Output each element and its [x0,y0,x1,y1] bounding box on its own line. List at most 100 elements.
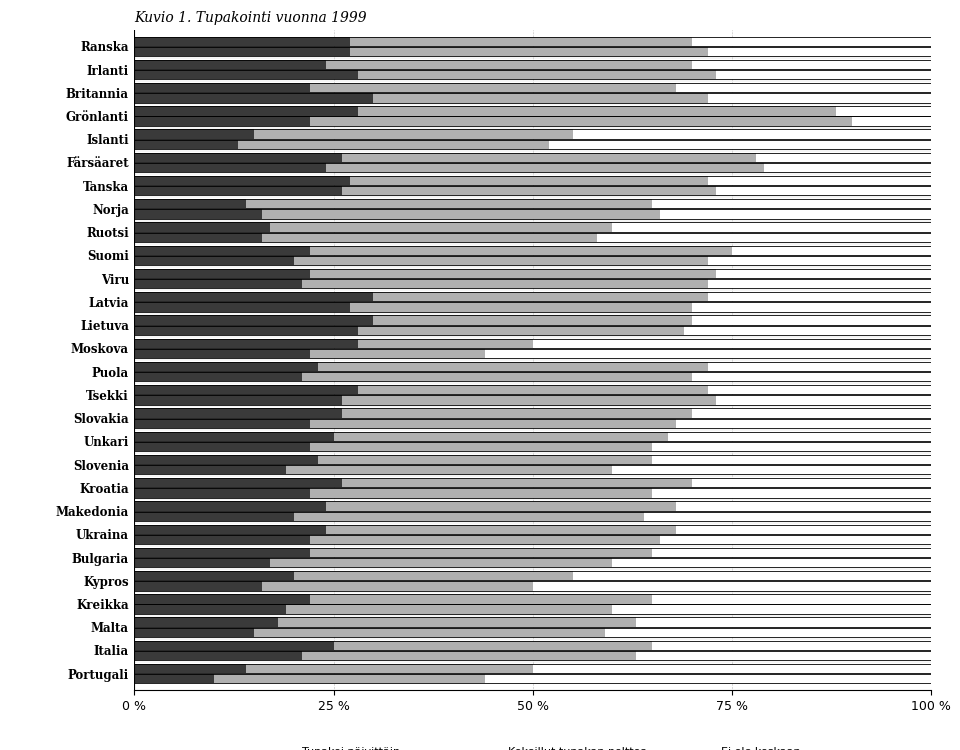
Bar [325,524,676,534]
Bar [349,176,708,185]
Bar [134,246,931,255]
Bar [708,176,931,185]
Bar [342,395,716,404]
Bar [676,419,931,428]
Bar [134,163,931,172]
Bar [134,558,931,567]
Bar [835,106,931,116]
Bar [134,269,310,278]
Bar [310,269,716,278]
Bar [134,232,262,242]
Bar [342,186,716,196]
Bar [134,465,286,474]
Bar [605,628,931,637]
Bar [676,83,931,92]
Bar [134,176,349,185]
Bar [325,60,692,69]
Bar [134,488,310,497]
Bar [349,37,692,46]
Bar [134,200,246,208]
Bar [310,419,676,428]
Bar [485,674,931,683]
Bar [134,581,262,590]
Bar [342,408,692,418]
Bar [134,640,931,650]
Bar [286,465,612,474]
Bar [310,349,485,358]
Bar [652,594,931,604]
Bar [294,512,644,520]
Bar [636,617,931,627]
Bar [134,372,931,382]
Bar [134,232,931,242]
Bar [134,130,253,139]
Bar [134,37,931,46]
Bar [612,223,931,232]
Bar [708,385,931,394]
Bar [246,664,533,674]
Bar [310,442,653,451]
Bar [134,395,931,404]
Bar [134,664,931,674]
Bar [708,292,931,302]
Bar [134,223,931,232]
Bar [134,442,931,451]
Bar [134,442,310,451]
Bar [676,501,931,511]
Bar [134,385,931,394]
Bar [134,326,931,335]
Bar [134,292,373,302]
Bar [134,674,214,683]
Bar [310,594,653,604]
Bar [134,269,931,278]
Bar [134,279,301,289]
Bar [310,548,653,557]
Bar [716,186,931,196]
Bar [572,130,931,139]
Bar [134,83,931,92]
Bar [134,209,931,219]
Bar [612,558,931,567]
Bar [301,372,692,382]
Bar [134,535,310,544]
Bar [134,186,931,196]
Bar [692,372,931,382]
Bar [652,200,931,208]
Bar [357,106,835,116]
Bar [373,316,692,325]
Bar [652,548,931,557]
Bar [310,535,660,544]
Bar [134,524,325,534]
Bar [612,465,931,474]
Bar [134,37,349,46]
Bar [134,302,349,312]
Bar [134,535,931,544]
Bar [134,302,931,312]
Bar [134,524,931,534]
Bar [310,83,676,92]
Bar [134,454,931,464]
Bar [692,37,931,46]
Bar [134,640,334,650]
Text: Kuvio 1. Tupakointi vuonna 1999: Kuvio 1. Tupakointi vuonna 1999 [134,10,367,25]
Bar [134,628,931,637]
Bar [310,246,732,255]
Bar [134,488,931,497]
Bar [253,628,605,637]
Bar [134,651,931,660]
Bar [134,209,262,219]
Bar [134,70,357,80]
Bar [301,279,708,289]
Bar [636,651,931,660]
Bar [214,674,485,683]
Bar [134,316,931,325]
Bar [294,571,572,580]
Bar [134,395,342,404]
Bar [652,488,931,497]
Bar [134,349,310,358]
Bar [134,163,325,172]
Bar [238,140,549,149]
Bar [692,60,931,69]
Bar [134,140,931,149]
Bar [134,604,286,613]
